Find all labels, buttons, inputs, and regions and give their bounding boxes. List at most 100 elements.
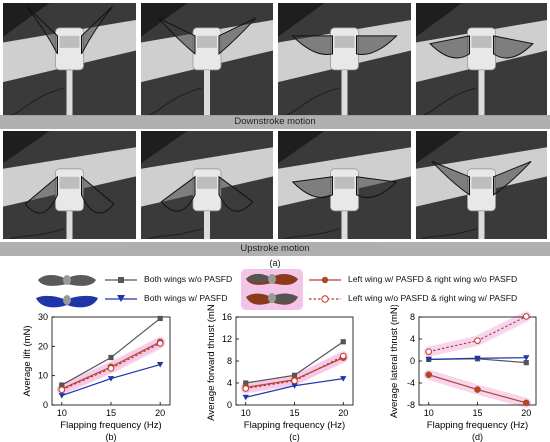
- y-tick-label: 0: [410, 356, 415, 366]
- downstroke-photo-3: [278, 3, 411, 116]
- series-4-point: [339, 352, 347, 360]
- y-tick-label: 0: [227, 400, 232, 410]
- stand-rod: [341, 208, 348, 239]
- wing-icons-left: [36, 275, 98, 308]
- series-line-4: [245, 355, 344, 390]
- plot-frame: [51, 316, 171, 406]
- robot-wing: [356, 176, 398, 198]
- robot-gearbox: [59, 35, 80, 48]
- series-4-point: [58, 386, 66, 394]
- series-2-point: [474, 355, 481, 362]
- legend-markers-right: [309, 276, 341, 303]
- robot-body: [330, 27, 359, 71]
- x-tick-label: 20: [521, 408, 531, 418]
- series-line-4: [61, 342, 161, 391]
- robot-wing: [81, 175, 115, 214]
- series-4-point: [107, 365, 115, 372]
- x-tick-label: 10: [241, 408, 251, 418]
- y-tick-label: 30: [38, 312, 48, 322]
- panel-label: (d): [472, 432, 483, 442]
- series-1-point: [340, 339, 346, 345]
- series-2-point: [523, 355, 530, 361]
- legend-marker-triangle: [117, 295, 125, 302]
- x-tick-label: 10: [57, 408, 67, 418]
- y-tick-label: 10: [38, 371, 48, 381]
- legend-label-s3: Left wing w/ PASFD & right wing w/o PASF…: [348, 274, 518, 284]
- legend-marker-filled-circle: [321, 276, 329, 284]
- robot-wing: [218, 17, 257, 55]
- cable: [146, 87, 203, 116]
- upstroke-photo-1: [3, 131, 136, 239]
- photo-image: [278, 3, 411, 116]
- photo-image: [141, 131, 273, 239]
- y-tick-label: -8: [407, 400, 415, 410]
- robot-gearbox: [334, 176, 355, 189]
- series-2-point: [242, 394, 249, 401]
- cable: [284, 87, 340, 116]
- robot-wing: [24, 175, 58, 214]
- series-4-point: [425, 348, 433, 355]
- robot-wing: [356, 35, 398, 55]
- y-tick-label: 16: [222, 312, 232, 322]
- stand-rod: [341, 67, 348, 116]
- robot-wing: [429, 35, 470, 59]
- series-4-point: [156, 340, 164, 347]
- series-1-point: [108, 354, 114, 361]
- stand-rod: [66, 208, 73, 239]
- photo-image: [141, 3, 273, 116]
- robot-gearbox: [59, 176, 80, 189]
- robot-wing: [291, 35, 333, 55]
- downstroke-photo-2: [141, 3, 273, 116]
- robot-gearbox: [197, 35, 217, 48]
- cable: [421, 228, 477, 239]
- series-2-point: [58, 393, 66, 399]
- wing-icons-right: [241, 269, 303, 310]
- robot-body: [55, 27, 84, 71]
- photo-image: [416, 3, 547, 116]
- stand-rod: [204, 67, 210, 116]
- series-4-point: [291, 377, 298, 385]
- stand-rod: [204, 208, 210, 239]
- cable: [9, 87, 65, 116]
- series-1-point: [291, 372, 298, 378]
- y-tick-label: -4: [407, 378, 415, 388]
- x-axis-label: Flapping frequency (Hz): [427, 420, 528, 431]
- y-axis-label: Average forward thrust (mN): [206, 305, 217, 421]
- legend-label-s2: Both wings w/ PASFD: [144, 293, 228, 303]
- y-tick-label: 12: [222, 334, 232, 344]
- robot-body: [192, 27, 222, 71]
- shadow: [278, 131, 325, 164]
- series-3-point: [474, 386, 481, 393]
- series-4-point: [474, 337, 481, 344]
- x-tick-label: 20: [155, 408, 165, 418]
- y-tick-label: 8: [410, 312, 415, 322]
- downstroke-photo-4: [416, 3, 547, 116]
- legend-markers-left: [105, 277, 137, 302]
- robot-gearbox: [471, 35, 492, 48]
- robot-wing: [291, 176, 333, 198]
- y-axis-label: Average lateral thrust (mN): [389, 305, 400, 418]
- downstroke-caption: Downstroke motion: [0, 115, 550, 129]
- series-2-point: [291, 383, 298, 389]
- stand-rod: [66, 67, 73, 116]
- robot-wing: [431, 160, 470, 196]
- robot-wing: [493, 35, 534, 59]
- photo-image: [3, 131, 136, 239]
- shadow: [3, 3, 50, 37]
- lift-chart: 0 10 20 30 10 15 20 Flapping frequency (Hz) Aver…: [22, 312, 171, 442]
- series-2-point: [340, 376, 347, 382]
- series-4-point: [242, 385, 250, 392]
- lateral-thrust-chart: -8 -4 0 4 8 10 15 20 Flapping frequency (Hz) Aver…: [389, 305, 537, 442]
- robot-body: [55, 168, 84, 212]
- y-tick-label: 4: [227, 378, 232, 388]
- robot-wing: [160, 175, 196, 212]
- shadow: [416, 3, 462, 37]
- series-3-point: [425, 371, 433, 379]
- y-tick-label: 4: [410, 334, 415, 344]
- figure-label-a: (a): [269, 258, 281, 268]
- robot-body: [330, 168, 359, 212]
- robot-wing: [26, 6, 58, 55]
- legend-label-s1: Both wings w/o PASFD: [144, 274, 233, 284]
- stand-rod: [478, 67, 485, 116]
- legend-marker-square: [118, 277, 124, 283]
